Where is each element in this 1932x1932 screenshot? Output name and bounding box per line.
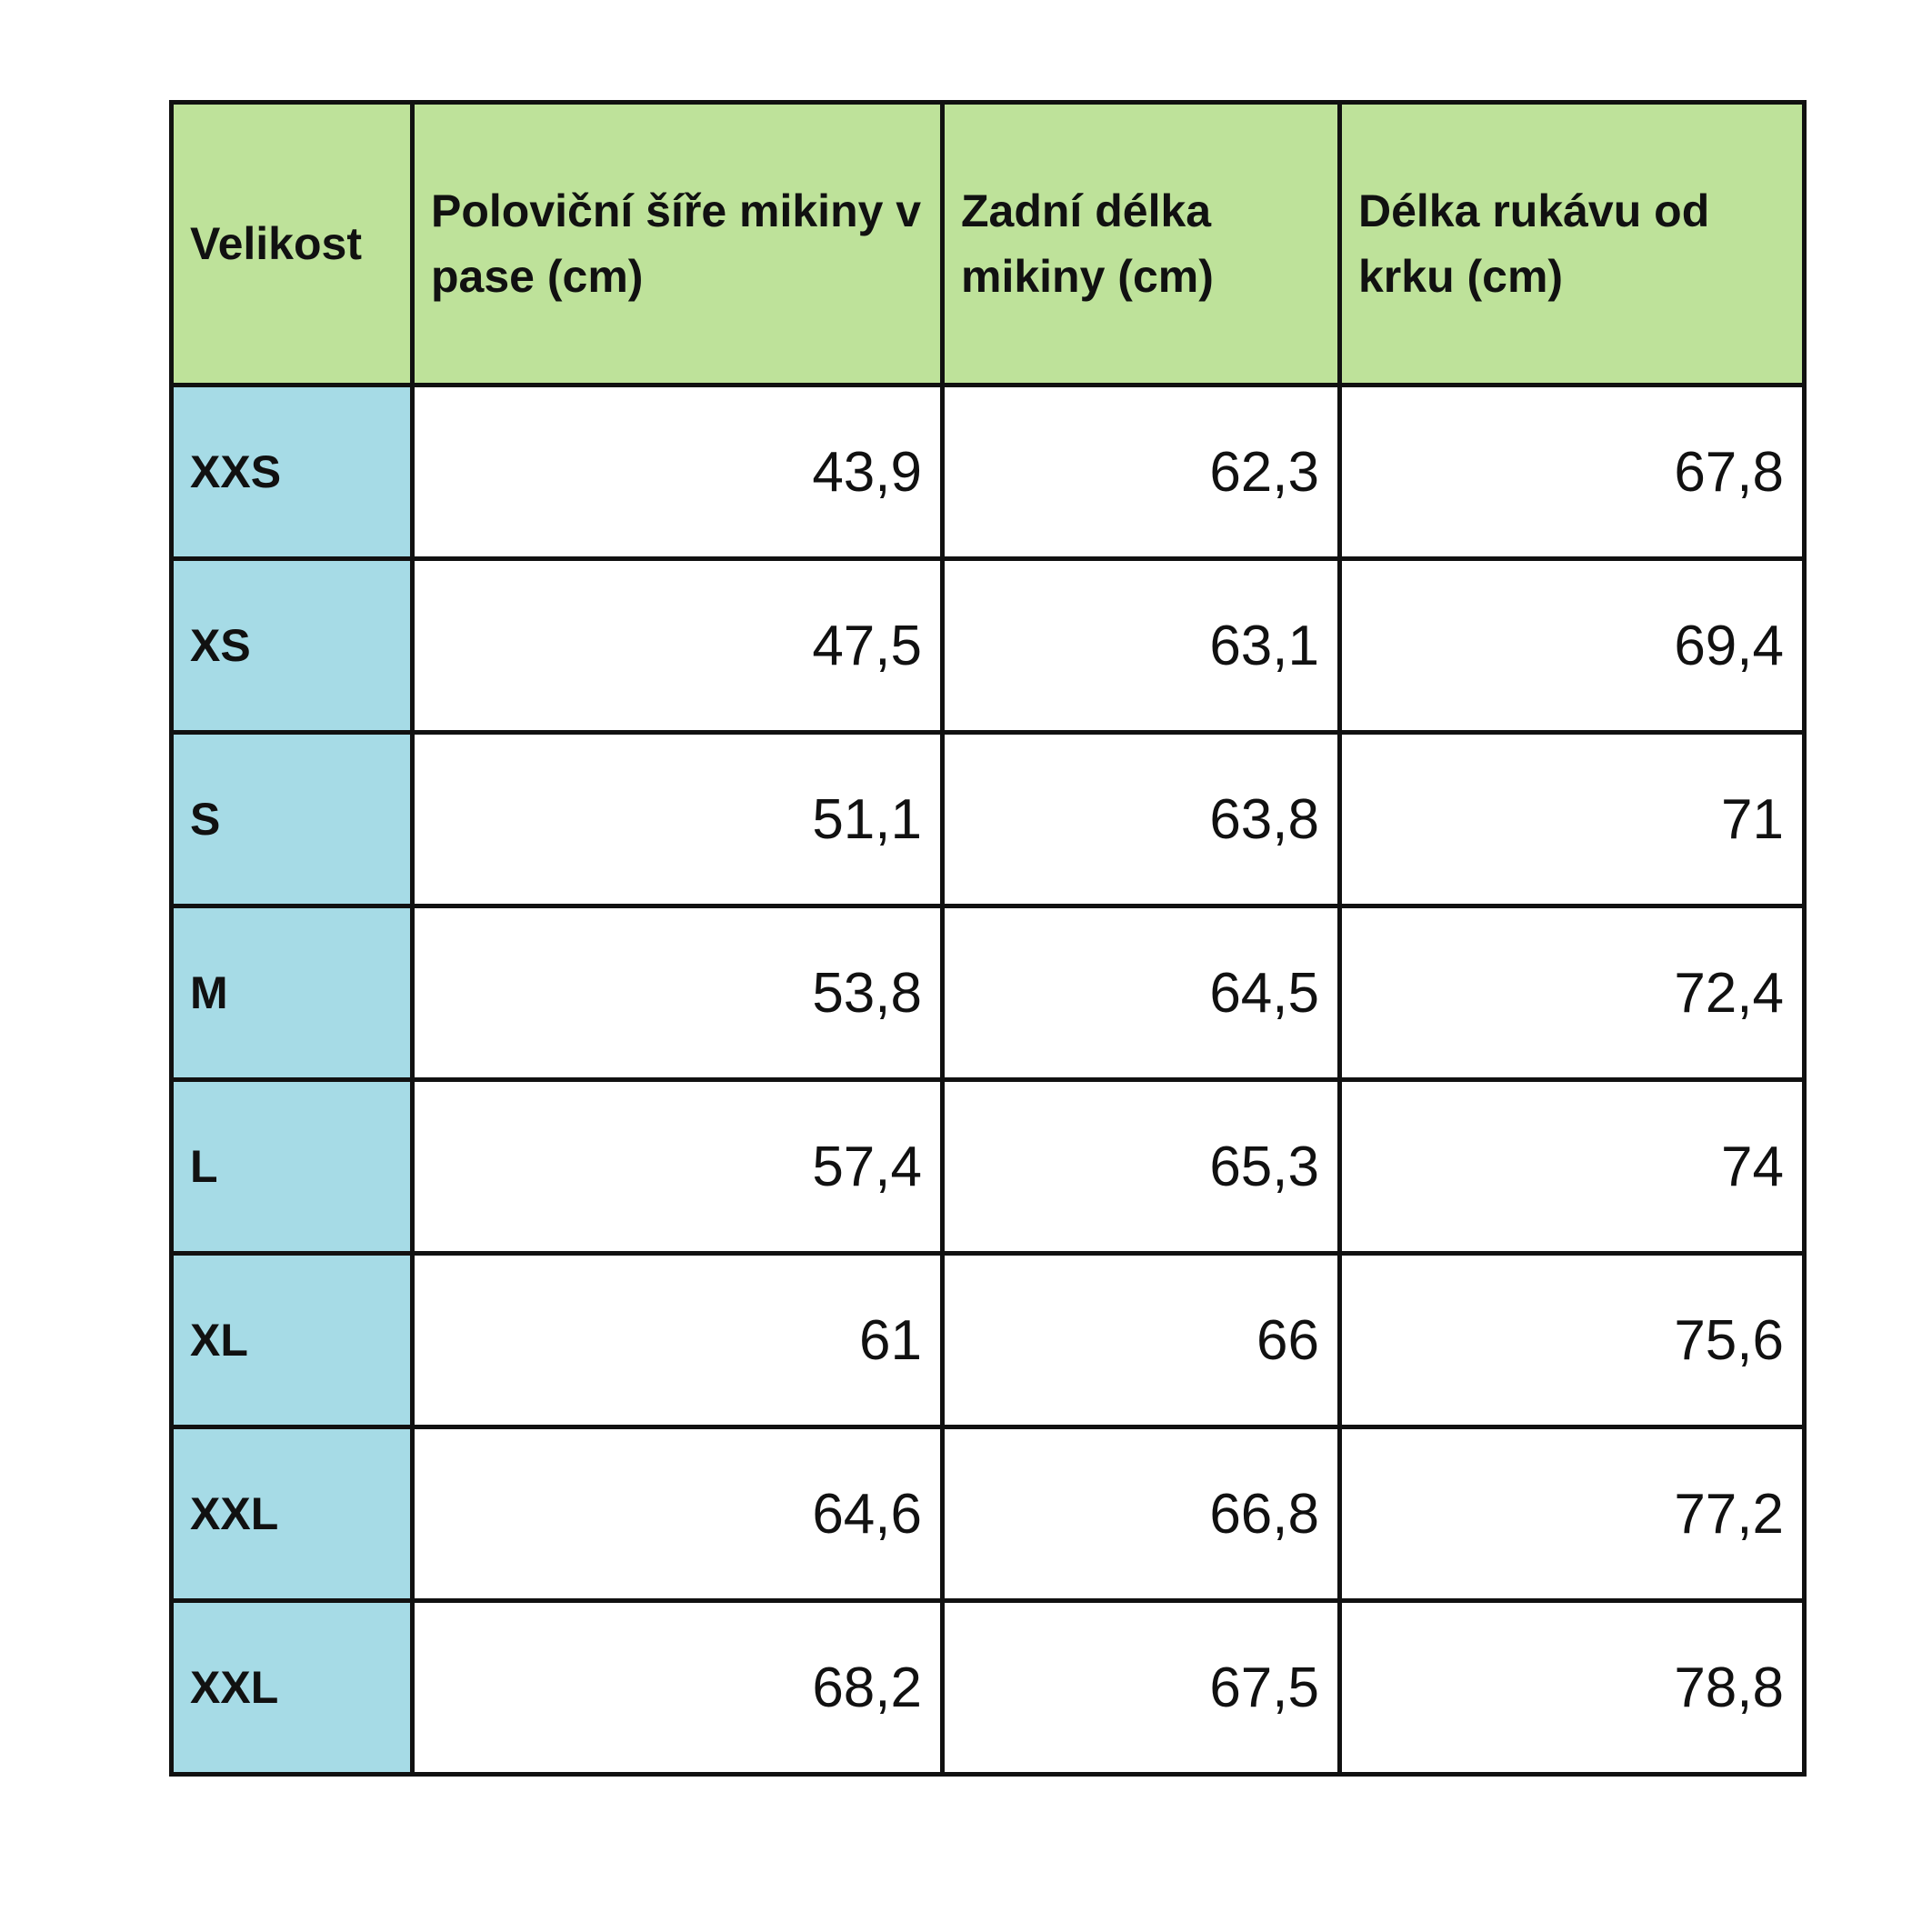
table-row: XXS 43,9 62,3 67,8 bbox=[169, 383, 1807, 561]
value-cell: 72,4 bbox=[1337, 904, 1807, 1082]
header-cell: Velikost bbox=[169, 100, 415, 387]
size-cell: XXL bbox=[169, 1425, 415, 1603]
value-cell: 75,6 bbox=[1337, 1251, 1807, 1429]
table-row: XL 61 66 75,6 bbox=[169, 1251, 1807, 1429]
value-cell: 66 bbox=[940, 1251, 1342, 1429]
size-cell: S bbox=[169, 730, 415, 908]
value-cell: 65,3 bbox=[940, 1077, 1342, 1256]
value-cell: 68,2 bbox=[410, 1598, 945, 1777]
size-cell: L bbox=[169, 1077, 415, 1256]
size-cell: XXL bbox=[169, 1598, 415, 1777]
table-row: XXL 68,2 67,5 78,8 bbox=[169, 1598, 1807, 1777]
table-body: XXS 43,9 62,3 67,8 XS 47,5 63,1 69,4 S 51,1 63,8 71… bbox=[169, 383, 1807, 1777]
table-row: XXL 64,6 66,8 77,2 bbox=[169, 1425, 1807, 1603]
size-cell: M bbox=[169, 904, 415, 1082]
header-cell: Zadní délka mikiny (cm) bbox=[940, 100, 1342, 387]
header-cell: Poloviční šíře mikiny v pase (cm) bbox=[410, 100, 945, 387]
value-cell: 67,5 bbox=[940, 1598, 1342, 1777]
value-cell: 78,8 bbox=[1337, 1598, 1807, 1777]
value-cell: 62,3 bbox=[940, 383, 1342, 561]
table-row: L 57,4 65,3 74 bbox=[169, 1077, 1807, 1256]
value-cell: 47,5 bbox=[410, 556, 945, 735]
value-cell: 66,8 bbox=[940, 1425, 1342, 1603]
header-cell: Délka rukávu od krku (cm) bbox=[1337, 100, 1807, 387]
value-cell: 61 bbox=[410, 1251, 945, 1429]
value-cell: 43,9 bbox=[410, 383, 945, 561]
table-row: M 53,8 64,5 72,4 bbox=[169, 904, 1807, 1082]
value-cell: 64,5 bbox=[940, 904, 1342, 1082]
value-cell: 67,8 bbox=[1337, 383, 1807, 561]
value-cell: 69,4 bbox=[1337, 556, 1807, 735]
size-cell: XL bbox=[169, 1251, 415, 1429]
value-cell: 57,4 bbox=[410, 1077, 945, 1256]
value-cell: 51,1 bbox=[410, 730, 945, 908]
value-cell: 77,2 bbox=[1337, 1425, 1807, 1603]
table-row: S 51,1 63,8 71 bbox=[169, 730, 1807, 908]
value-cell: 71 bbox=[1337, 730, 1807, 908]
header-row: Velikost Poloviční šíře mikiny v pase (cm… bbox=[169, 100, 1807, 387]
value-cell: 63,1 bbox=[940, 556, 1342, 735]
table-row: XS 47,5 63,1 69,4 bbox=[169, 556, 1807, 735]
value-cell: 64,6 bbox=[410, 1425, 945, 1603]
value-cell: 53,8 bbox=[410, 904, 945, 1082]
size-cell: XS bbox=[169, 556, 415, 735]
size-cell: XXS bbox=[169, 383, 415, 561]
size-table: Velikost Poloviční šíře mikiny v pase (cm… bbox=[169, 100, 1807, 1777]
value-cell: 63,8 bbox=[940, 730, 1342, 908]
value-cell: 74 bbox=[1337, 1077, 1807, 1256]
